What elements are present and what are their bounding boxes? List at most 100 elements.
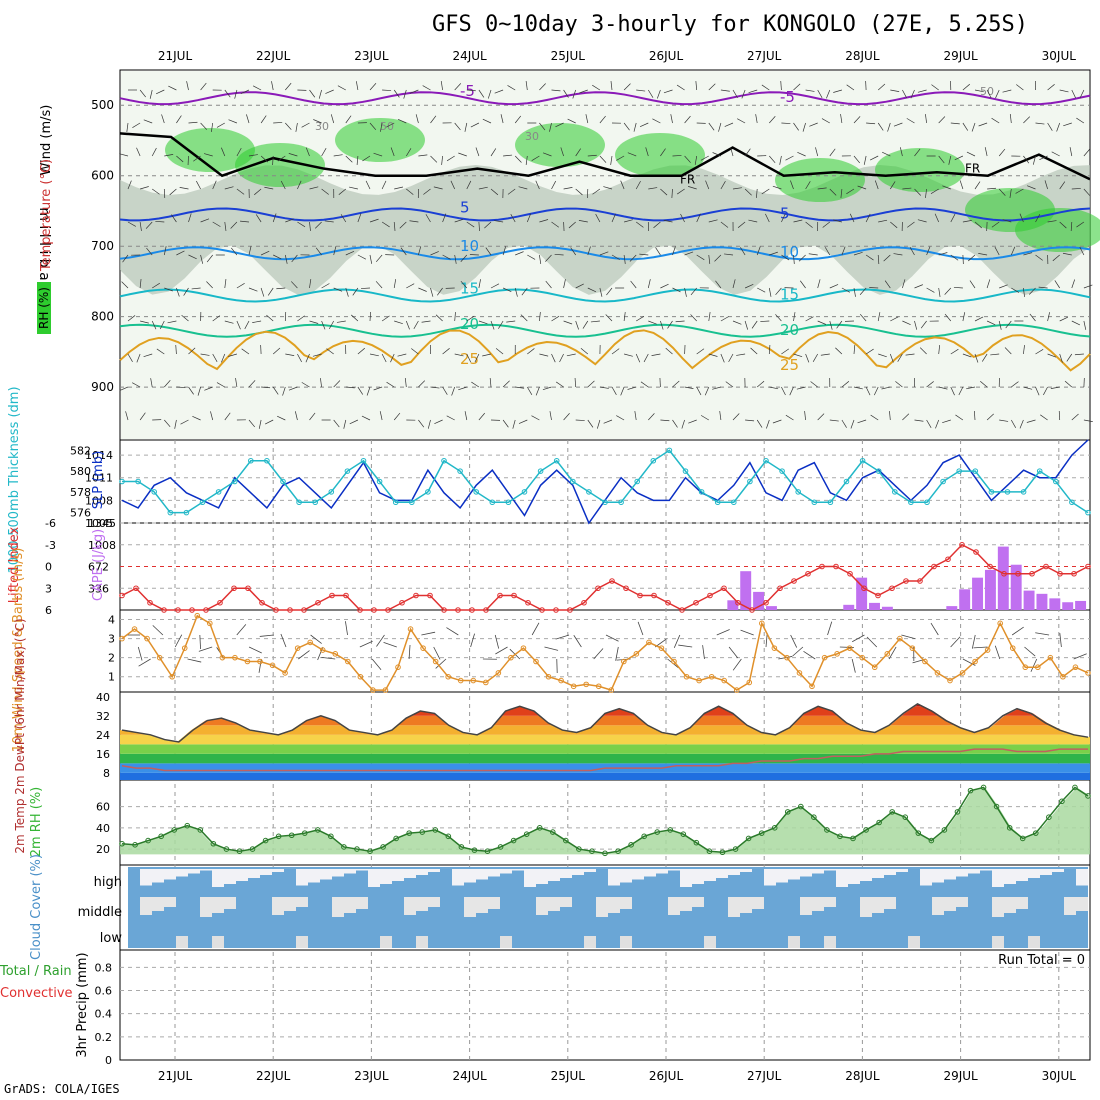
wind-barb [587,419,594,428]
data-point [521,489,528,495]
wind-barb [643,353,649,363]
cloud-cell-high [668,869,680,871]
day-label-top: 23JUL [354,49,389,63]
data-point [151,489,157,495]
cloud-cell-high [740,869,752,872]
wind-barb [585,114,589,124]
y-tick-label: 600 [91,169,114,183]
cloud-cell-high [428,869,440,872]
cape-bar [869,602,880,610]
data-point [637,592,643,599]
data-point [795,489,802,495]
data-point [791,578,797,584]
data-point [846,645,853,651]
data-point [161,607,167,613]
wind-barb [829,148,836,157]
wind-barb [224,186,234,190]
wind-barb [824,247,831,256]
data-point [259,599,265,606]
wind-barb [345,115,352,124]
wind-barb [724,253,734,256]
wind-barb [611,386,617,396]
wind-barb [531,622,540,636]
wind-barb [853,116,861,124]
data-point [683,673,690,680]
data-point [553,457,560,464]
y-tick-label: 32 [96,710,110,723]
data-point [954,809,961,815]
data-point [545,673,552,680]
wind-barb [950,348,959,355]
y-axis-label: Lifted Index [7,526,22,603]
wind-barb [781,213,786,223]
data-point [457,677,464,684]
wind-barb [200,218,210,223]
wind-barb [313,119,322,124]
cloud-cell-high [164,869,176,880]
wind-barb [390,147,395,157]
data-point [980,784,987,791]
wind-barb [950,636,961,648]
data-point [376,478,383,485]
data-point [269,662,276,669]
isotherm-label: -5 [780,88,795,106]
rh-contour-label: 30 [525,130,539,143]
data-point [972,468,979,474]
isotherm-label: 20 [780,321,799,339]
wind-barb [599,115,606,124]
data-point [409,499,415,506]
data-point [169,673,175,680]
wind-barb [221,353,226,363]
cloud-cell-high [320,869,332,880]
wind-barb [635,353,641,363]
data-point [1015,570,1021,577]
wind-barb [708,83,716,91]
wind-barb [914,320,918,330]
cloud-cell-middle [596,897,608,917]
wind-barb [599,155,607,163]
wind-barb [267,287,274,296]
y-tick-label: 336 [88,582,109,595]
data-point [1072,664,1079,671]
wind-barb [1069,147,1073,157]
wind-barb [305,353,310,363]
data-point [903,578,909,584]
data-point [287,607,293,613]
wind-barb [291,254,298,263]
wind-barb [1047,122,1053,131]
wind-barb [793,254,795,264]
panel-wind [119,609,1091,693]
wind-barb [624,353,633,357]
data-point [1006,825,1013,831]
wind-barb [1023,386,1033,390]
data-point [731,499,737,506]
wind-barb [196,180,201,190]
wind-barb [478,221,480,232]
wind-barb [343,419,347,429]
wind-barb [156,348,165,355]
y-tick-label: 900 [91,380,114,394]
cloud-cell-high [260,869,272,875]
cloud-cell-middle [428,897,440,907]
rh2m-line [121,786,1089,855]
wind-barb [373,152,383,157]
wind-barb [938,252,948,256]
wind-barb [637,621,644,636]
y-axis-label: 2m RH (%) [29,787,44,858]
wind-barb [337,85,346,91]
wind-barb [890,181,896,190]
wind-barb [953,286,963,289]
wind-barb [809,122,818,127]
wind-barb [888,646,897,660]
wind-barb [636,89,646,92]
wind-barb [968,254,976,262]
wind-barb [176,250,185,256]
data-point [135,478,141,485]
cloud-cell-middle [476,897,488,913]
y-axis-label: 10m Wind Speed & Barbs (m/s) [11,548,26,753]
rh-green-patch [165,128,255,172]
wind-barb [1083,148,1091,157]
cloud-cell-high [236,869,248,881]
wind-barb [320,378,322,388]
wind-barb [1071,188,1081,190]
